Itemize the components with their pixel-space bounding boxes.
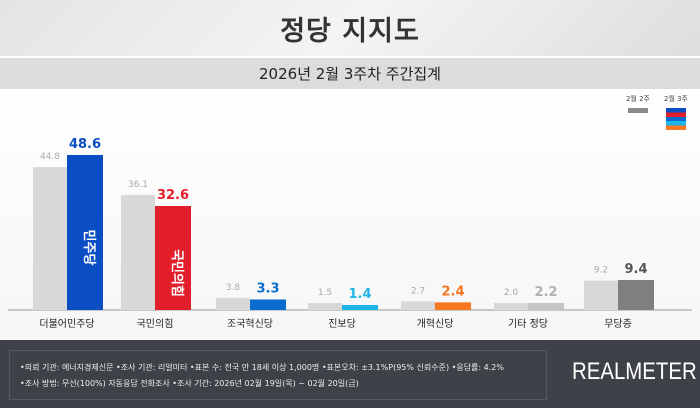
legend-curr: 2월 3주 — [664, 94, 688, 130]
category-label: 더불어민주당 — [39, 318, 94, 330]
value-label-curr: 3.3 — [256, 281, 279, 296]
bar-curr — [528, 302, 564, 310]
legend-prev-label: 2월 2주 — [625, 95, 650, 103]
bar-prev — [584, 280, 618, 310]
value-label-prev: 2.0 — [504, 288, 519, 298]
header: 정당 지지도 — [0, 0, 700, 56]
value-label-prev: 3.8 — [226, 283, 241, 293]
bar-prev — [494, 303, 528, 310]
party-logo-text: 민주당 — [81, 230, 97, 266]
value-label-prev: 36.1 — [128, 180, 148, 190]
legend-prev-swatch — [627, 108, 648, 113]
bar-prev — [216, 297, 250, 310]
bar-curr — [250, 299, 286, 310]
page-title: 정당 지지도 — [280, 15, 420, 47]
category-label: 국민의힘 — [137, 318, 174, 330]
legend-curr-label: 2월 3주 — [663, 95, 688, 103]
bar-curr — [435, 302, 471, 310]
value-label-prev: 9.2 — [594, 266, 608, 276]
category-label: 기타 정당 — [508, 318, 548, 330]
value-label-prev: 1.5 — [318, 288, 332, 298]
value-label-curr: 48.6 — [69, 137, 101, 152]
value-label-curr: 9.4 — [624, 262, 647, 277]
footer: •의뢰 기관: 에너지경제신문 •조사 기관: 리얼미터 •표본 수: 전국 만… — [0, 340, 700, 408]
value-label-curr: 2.4 — [441, 284, 464, 299]
value-label-curr: 2.2 — [534, 285, 557, 300]
bar-curr — [67, 154, 103, 310]
value-label-curr: 32.6 — [157, 188, 189, 203]
value-label-prev: 44.8 — [40, 152, 60, 162]
legend-curr-swatch — [665, 108, 686, 130]
party-logo-text: 국민의힘 — [169, 249, 185, 297]
bar-curr — [342, 305, 378, 310]
realmeter-logo: REALMETER — [572, 358, 697, 385]
survey-info-line1: •의뢰 기관: 에너지경제신문 •조사 기관: 리얼미터 •표본 수: 전국 만… — [20, 363, 504, 372]
legend: 2월 2주 2월 3주 — [626, 94, 688, 130]
legend-prev: 2월 2주 — [626, 94, 650, 130]
bar-prev — [33, 167, 67, 310]
value-label-prev: 2.7 — [411, 286, 425, 296]
subtitle: 2026년 2월 3주차 주간집계 — [0, 58, 700, 89]
value-label-curr: 1.4 — [348, 287, 371, 302]
category-label: 조국혁신당 — [227, 318, 273, 330]
survey-info-line2: •조사 방법: 무선(100%) 자동응답 전화조사 •조사 기간: 2026년… — [20, 379, 359, 388]
bar-prev — [401, 301, 435, 310]
category-label: 무당층 — [604, 318, 632, 330]
survey-info: •의뢰 기관: 에너지경제신문 •조사 기관: 리얼미터 •표본 수: 전국 만… — [9, 350, 547, 400]
bar-curr — [155, 206, 191, 310]
chart-area: 2월 2주 2월 3주 44.8 48.6 더불어민주당 민주당 36.1 32.6 국민의… — [0, 89, 700, 340]
category-label: 진보당 — [328, 318, 356, 330]
bar-prev — [121, 194, 155, 310]
bar-prev — [308, 303, 342, 310]
bar-curr — [618, 280, 654, 310]
category-label: 개혁신당 — [417, 318, 454, 330]
